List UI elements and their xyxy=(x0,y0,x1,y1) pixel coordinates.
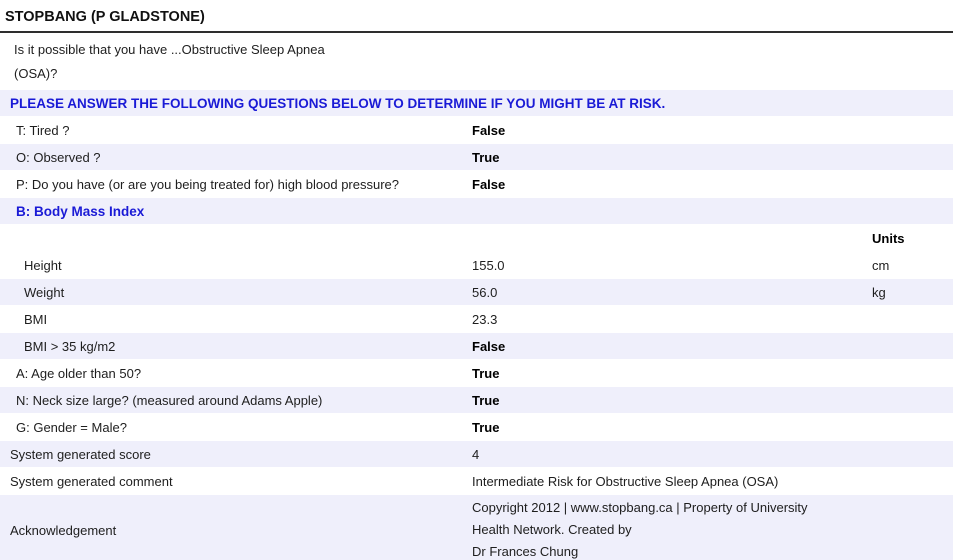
units-column-header: Units xyxy=(872,230,905,246)
row-value: Intermediate Risk for Obstructive Sleep … xyxy=(472,473,779,489)
row-value: 23.3 xyxy=(472,311,498,327)
table-row: A: Age older than 50? True xyxy=(0,360,953,387)
table-row: O: Observed ? True xyxy=(0,144,953,171)
row-value: False xyxy=(472,122,506,138)
table-row: P: Do you have (or are you being treated… xyxy=(0,171,953,198)
table-row: System generated score 4 xyxy=(0,441,953,468)
table-row: PLEASE ANSWER THE FOLLOWING QUESTIONS BE… xyxy=(0,90,953,117)
table-row: N: Neck size large? (measured around Ada… xyxy=(0,387,953,414)
table-row: Height 155.0 cm xyxy=(0,252,953,279)
table-row: B: Body Mass Index xyxy=(0,198,953,225)
row-label: System generated score xyxy=(10,446,151,462)
row-value: Copyright 2012 | www.stopbang.ca | Prope… xyxy=(472,500,808,559)
row-label: Acknowledgement xyxy=(10,522,117,538)
report-table: Is it possible that you have ...Obstruct… xyxy=(0,33,953,560)
row-label: B: Body Mass Index xyxy=(16,203,145,219)
table-row: T: Tired ? False xyxy=(0,117,953,144)
row-label: T: Tired ? xyxy=(16,122,70,138)
row-label: O: Observed ? xyxy=(16,149,101,165)
row-label: PLEASE ANSWER THE FOLLOWING QUESTIONS BE… xyxy=(10,95,666,111)
row-label: Is it possible that you have ...Obstruct… xyxy=(14,42,325,81)
table-row: Is it possible that you have ...Obstruct… xyxy=(0,35,953,90)
row-label: N: Neck size large? (measured around Ada… xyxy=(16,392,323,408)
row-label: G: Gender = Male? xyxy=(16,419,127,435)
table-row: BMI > 35 kg/m2 False xyxy=(0,333,953,360)
row-value: False xyxy=(472,338,506,354)
row-value: 155.0 xyxy=(472,257,505,273)
row-label: Height xyxy=(24,257,62,273)
row-unit: cm xyxy=(872,257,890,273)
row-label: P: Do you have (or are you being treated… xyxy=(16,176,400,192)
row-label: System generated comment xyxy=(10,473,173,489)
table-row: Weight 56.0 kg xyxy=(0,279,953,306)
page-title: STOPBANG (P GLADSTONE) xyxy=(0,0,953,33)
table-row: Units xyxy=(0,225,953,252)
table-row: BMI 23.3 xyxy=(0,306,953,333)
row-value: 4 xyxy=(472,446,480,462)
table-row: Acknowledgement Copyright 2012 | www.stop… xyxy=(0,495,953,560)
row-value: 56.0 xyxy=(472,284,498,300)
row-unit: kg xyxy=(872,284,886,300)
row-label: A: Age older than 50? xyxy=(16,365,142,381)
row-label: BMI xyxy=(24,311,48,327)
row-label: Weight xyxy=(24,284,65,300)
row-value: True xyxy=(472,419,500,435)
row-value: True xyxy=(472,365,500,381)
table-row: G: Gender = Male? True xyxy=(0,414,953,441)
row-value: False xyxy=(472,176,506,192)
table-row: System generated comment Intermediate Ris… xyxy=(0,468,953,495)
row-value: True xyxy=(472,149,500,165)
row-value: True xyxy=(472,392,500,408)
row-label: BMI > 35 kg/m2 xyxy=(24,338,116,354)
